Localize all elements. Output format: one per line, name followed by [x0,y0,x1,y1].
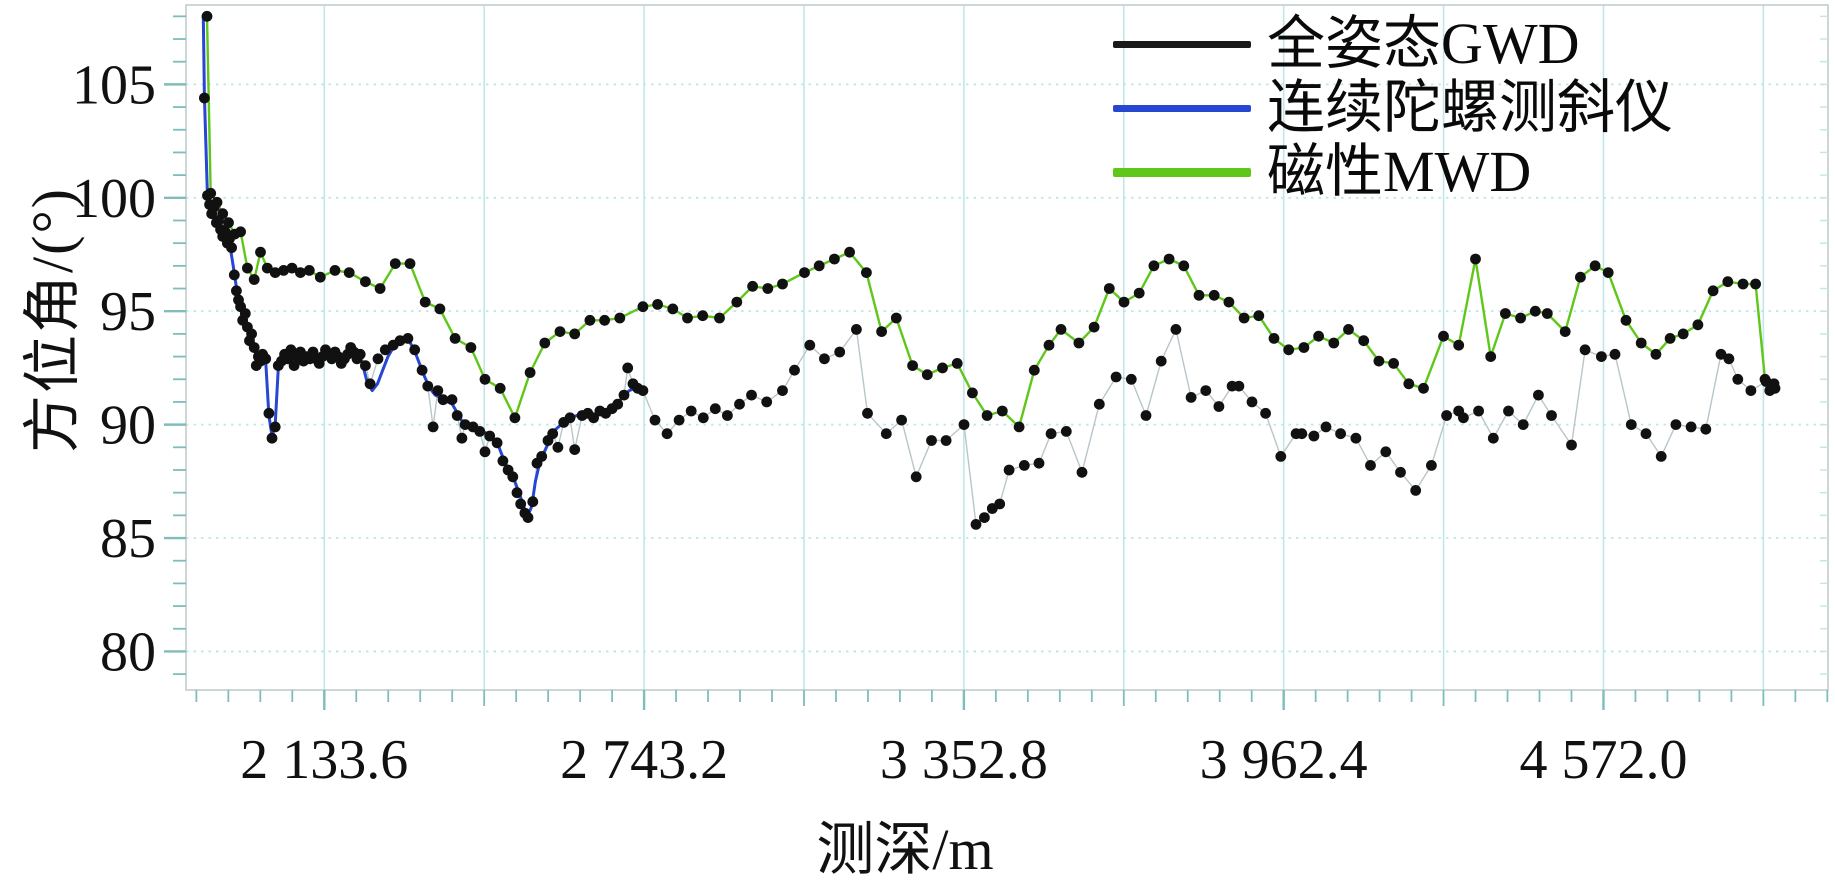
y-tick-label: 100 [72,168,156,230]
legend-label-mwd: 磁性MWD [1267,139,1532,204]
y-tick-label: 95 [100,281,156,343]
series-group [199,10,1781,530]
series-gwd-markers [199,92,1780,530]
x-tick-label: 2 743.2 [560,729,728,791]
y-tick-label: 80 [100,621,156,683]
y-tick-label: 85 [100,508,156,570]
x-axis-title: 测深/m [816,817,994,882]
x-tick-label: 3 352.8 [880,729,1048,791]
plot-box [185,4,1829,691]
legend-row-gwd: 全姿态GWD [1113,12,1673,76]
legend-swatch-gyro [1113,104,1251,112]
legend-label-gwd: 全姿态GWD [1267,11,1580,76]
y-axis-title: 方位角/(°) [20,187,85,453]
y-tick-label: 90 [100,395,156,457]
x-tick-label: 2 133.6 [240,729,408,791]
legend-swatch-mwd [1113,167,1251,177]
y-tick-label: 105 [72,54,156,116]
legend-swatch-gwd [1113,40,1251,48]
legend: 全姿态GWD 连续陀螺测斜仪 磁性MWD [1113,12,1673,204]
legend-label-gyro: 连续陀螺测斜仪 [1267,75,1674,140]
x-tick-label: 3 962.4 [1200,729,1368,791]
series-mwd-markers [201,10,1781,433]
legend-row-mwd: 磁性MWD [1113,140,1673,204]
legend-row-gyro: 连续陀螺测斜仪 [1113,76,1673,140]
x-tick-label: 4 572.0 [1519,729,1687,791]
